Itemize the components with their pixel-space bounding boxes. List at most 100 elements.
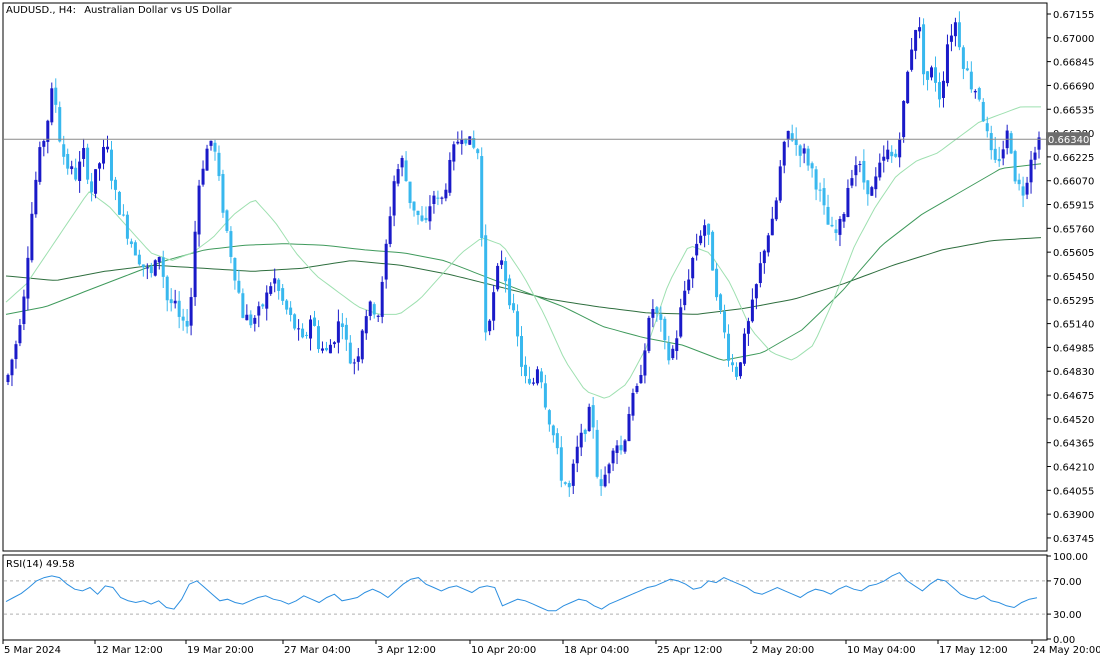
bear-candle	[993, 148, 997, 160]
bull-candle	[635, 385, 639, 393]
bear-candle	[595, 429, 599, 477]
bull-candle	[611, 450, 615, 464]
bear-candle	[663, 318, 667, 341]
bull-candle	[918, 27, 922, 32]
bear-candle	[965, 68, 969, 71]
symbol-label: AUDUSD., H4:	[6, 5, 76, 16]
bear-candle	[890, 151, 894, 157]
bull-candle	[153, 260, 157, 276]
bear-candle	[261, 304, 265, 307]
bull-candle	[488, 320, 492, 332]
bull-candle	[953, 22, 957, 37]
bull-candle	[703, 225, 707, 236]
price-tick-label: 0.63900	[1053, 510, 1094, 521]
bull-candle	[579, 432, 583, 448]
bear-candle	[185, 320, 189, 327]
bull-candle	[587, 406, 591, 432]
bull-candle	[102, 146, 106, 164]
bull-candle	[687, 279, 691, 291]
bear-candle	[121, 214, 125, 216]
bull-candle	[245, 314, 249, 321]
bull-candle	[38, 147, 42, 182]
bear-candle	[1009, 133, 1013, 154]
bull-candle	[699, 235, 703, 244]
bear-candle	[165, 276, 169, 301]
chart-symbol-title: AUDUSD., H4: Australian Dollar vs US Dol…	[6, 5, 232, 16]
bull-candle	[396, 169, 400, 184]
bear-candle	[233, 257, 237, 281]
bull-candle	[1033, 152, 1037, 160]
bear-candle	[408, 181, 412, 203]
bear-candle	[1021, 186, 1025, 196]
bull-candle	[738, 362, 742, 377]
bull-candle	[94, 169, 98, 194]
price-tick-label: 0.64210	[1053, 462, 1094, 473]
bull-candle	[945, 44, 949, 84]
bear-candle	[277, 279, 281, 291]
bull-candle	[452, 144, 456, 162]
rsi-indicator: 100.00 70.00 30.00 0.00	[4, 552, 1088, 646]
bull-candle	[1029, 159, 1033, 183]
bull-candle	[647, 317, 651, 351]
bull-candle	[675, 338, 679, 351]
bull-candle	[639, 375, 643, 384]
bull-candle	[193, 231, 197, 298]
bear-candle	[313, 317, 317, 326]
bull-candle	[615, 445, 619, 453]
time-tick-label: 18 Apr 04:00	[564, 645, 629, 656]
bear-candle	[508, 278, 512, 306]
bear-candle	[424, 217, 428, 221]
bear-candle	[989, 133, 993, 151]
bear-candle	[926, 71, 930, 80]
bull-candle	[106, 146, 110, 150]
rsi-tick-label: 100.00	[1053, 552, 1088, 563]
bear-candle	[619, 445, 623, 451]
bear-candle	[117, 191, 121, 215]
bear-candle	[129, 241, 133, 245]
bull-candle	[742, 333, 746, 364]
bear-candle	[74, 167, 78, 180]
bull-candle	[70, 166, 74, 170]
price-tick-label: 0.66845	[1053, 58, 1094, 69]
bear-candle	[305, 334, 309, 336]
bear-candle	[543, 383, 547, 408]
ma-slow-line	[5, 237, 1042, 315]
bear-candle	[58, 107, 62, 142]
price-tick-label: 0.65295	[1053, 296, 1094, 307]
ma-mid-line	[5, 163, 1042, 361]
bull-candle	[400, 157, 404, 168]
bull-candle	[695, 243, 699, 256]
bear-candle	[810, 163, 814, 169]
bull-candle	[209, 140, 213, 146]
time-tick-label: 3 Apr 12:00	[377, 645, 436, 656]
bear-candle	[177, 300, 181, 317]
bull-candle	[50, 88, 54, 123]
bear-candle	[567, 483, 571, 488]
bear-candle	[711, 231, 715, 271]
bull-candle	[440, 197, 444, 199]
bear-candle	[289, 307, 293, 315]
bull-candle	[6, 374, 10, 383]
bull-candle	[428, 206, 432, 222]
bull-candle	[846, 187, 850, 218]
bear-candle	[922, 24, 926, 75]
bear-candle	[213, 142, 217, 152]
bear-candle	[997, 158, 1001, 162]
candles[interactable]	[6, 11, 1041, 497]
bear-candle	[655, 307, 659, 313]
price-tick-label: 0.64055	[1053, 486, 1094, 497]
bear-candle	[985, 123, 989, 132]
price-tick-label: 0.64520	[1053, 415, 1094, 426]
bull-candle	[858, 163, 862, 165]
bull-candle	[603, 474, 607, 487]
time-tick-label: 25 Apr 12:00	[657, 645, 722, 656]
bear-candle	[934, 67, 938, 83]
bull-candle	[432, 195, 436, 204]
price-tick-label: 0.66070	[1053, 177, 1094, 188]
bear-candle	[141, 264, 145, 268]
bull-candle	[683, 290, 687, 306]
bull-candle	[898, 139, 902, 158]
bear-candle	[249, 314, 253, 326]
bull-candle	[691, 257, 695, 279]
